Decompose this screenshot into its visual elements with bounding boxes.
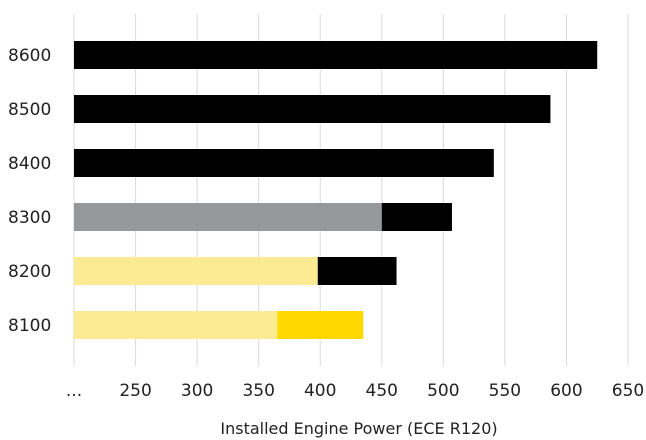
x-tick-label: 550 <box>489 381 521 401</box>
bars <box>74 41 598 339</box>
bar-segment <box>74 41 598 69</box>
bar-segment <box>317 257 397 285</box>
category-label: 8600 <box>8 46 51 66</box>
category-label: 8200 <box>8 262 51 282</box>
x-tick-label: 400 <box>304 381 336 401</box>
bar-segment <box>74 95 551 123</box>
x-axis-title: Installed Engine Power (ECE R120) <box>220 419 497 438</box>
gridlines <box>73 14 629 366</box>
bar-segment <box>74 203 382 231</box>
x-tick-label: 350 <box>242 381 274 401</box>
x-tick-labels: ... 250 300 350 400 450 500 550 600 650 <box>66 381 644 401</box>
bar-segment <box>74 257 318 285</box>
x-tick-label: 250 <box>119 381 151 401</box>
category-label: 8100 <box>8 316 51 336</box>
bar-segment <box>74 149 494 177</box>
category-label: 8500 <box>8 100 51 120</box>
category-labels: 8600 8500 8400 8300 8200 8100 <box>8 46 51 336</box>
bar-segment <box>74 311 278 339</box>
x-tick-label: 500 <box>427 381 459 401</box>
bar-segment <box>277 311 364 339</box>
x-tick-label: 450 <box>366 381 398 401</box>
x-tick-label: 650 <box>612 381 644 401</box>
category-label: 8400 <box>8 154 51 174</box>
x-tick-label: 600 <box>550 381 582 401</box>
x-tick-label: 300 <box>181 381 213 401</box>
x-tick-label: ... <box>66 381 82 401</box>
category-label: 8300 <box>8 208 51 228</box>
bar-segment <box>381 203 452 231</box>
